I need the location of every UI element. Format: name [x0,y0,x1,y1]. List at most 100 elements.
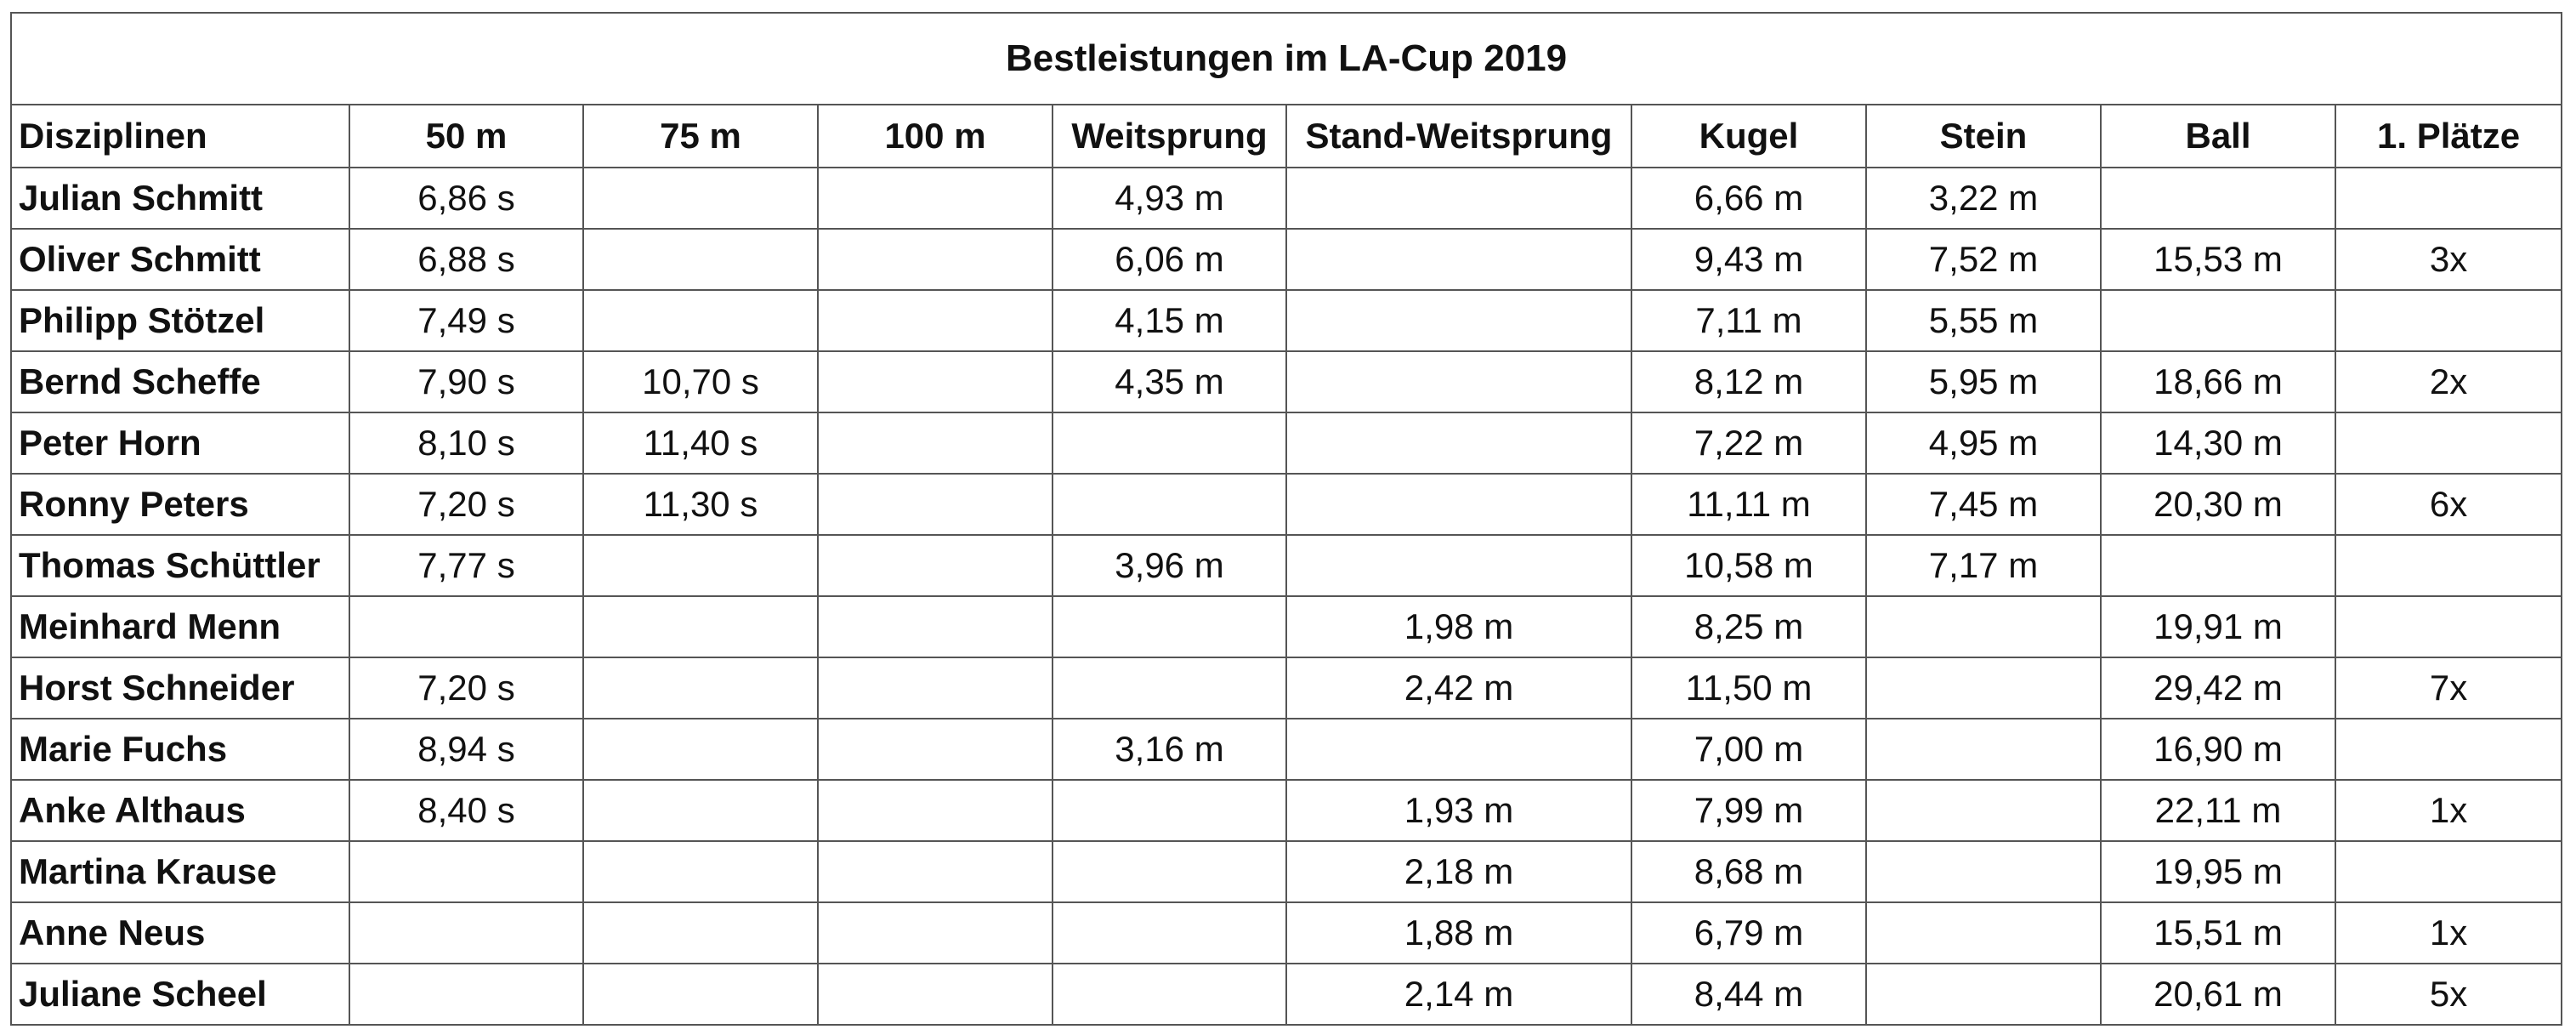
result-cell [817,779,1053,842]
result-cell: 20,61 m [2100,963,2336,1026]
result-cell [582,779,819,842]
result-cell: 7x [2334,657,2563,719]
result-cell: 2x [2334,350,2563,413]
results-sheet: Bestleistungen im LA-Cup 2019 Diszipline… [9,12,2563,1026]
result-cell [1052,840,1287,903]
result-cell: 15,53 m [2100,228,2336,291]
result-cell [817,289,1053,352]
result-cell [1285,350,1632,413]
column-header: 75 m [582,104,819,168]
result-cell [2100,289,2336,352]
result-cell [582,595,819,658]
table-title: Bestleistungen im LA-Cup 2019 [9,12,2563,105]
result-cell: 7,00 m [1631,718,1867,781]
result-cell [817,963,1053,1026]
result-cell [349,963,584,1026]
table-row: Anke Althaus 8,40 s 1,93 m 7,99 m 22,11 m 1x [10,779,2563,842]
result-cell: 18,66 m [2100,350,2336,413]
result-cell [817,473,1053,536]
result-cell [582,228,819,291]
result-cell [1865,901,2102,964]
result-cell: 19,95 m [2100,840,2336,903]
result-cell [817,534,1053,597]
results-table: Bestleistungen im LA-Cup 2019 Diszipline… [9,12,2563,1026]
result-cell [1285,718,1632,781]
athlete-name-cell: Marie Fuchs [10,718,350,781]
table-row: Horst Schneider 7,20 s 2,42 m 11,50 m 29,42 … [10,657,2563,719]
result-cell [817,657,1053,719]
column-header: Ball [2100,104,2336,168]
result-cell: 15,51 m [2100,901,2336,964]
result-cell: 7,52 m [1865,228,2102,291]
result-cell [1865,718,2102,781]
result-cell: 2,18 m [1285,840,1632,903]
athlete-name-cell: Ronny Peters [10,473,350,536]
result-cell: 1x [2334,779,2563,842]
result-cell: 7,90 s [349,350,584,413]
result-cell: 4,15 m [1052,289,1287,352]
result-cell: 7,49 s [349,289,584,352]
result-cell [1285,534,1632,597]
table-row: Peter Horn 8,10 s 11,40 s 7,22 m 4,95 m 14,30… [10,412,2563,475]
result-cell [1052,901,1287,964]
result-cell: 6,06 m [1052,228,1287,291]
result-cell [817,412,1053,475]
result-cell [817,350,1053,413]
result-cell: 8,40 s [349,779,584,842]
athlete-name-cell: Peter Horn [10,412,350,475]
column-header: Stand-Weitsprung [1285,104,1632,168]
result-cell [1052,779,1287,842]
result-cell [1285,412,1632,475]
table-row: Martina Krause 2,18 m 8,68 m 19,95 m [10,840,2563,903]
column-header: Kugel [1631,104,1867,168]
result-cell: 8,25 m [1631,595,1867,658]
result-cell [1052,412,1287,475]
result-cell [817,901,1053,964]
result-cell [817,840,1053,903]
athlete-name-cell: Horst Schneider [10,657,350,719]
column-header: 100 m [817,104,1053,168]
result-cell: 7,11 m [1631,289,1867,352]
result-cell: 20,30 m [2100,473,2336,536]
result-cell: 7,22 m [1631,412,1867,475]
result-cell [1865,779,2102,842]
result-cell: 1x [2334,901,2563,964]
result-cell: 9,43 m [1631,228,1867,291]
result-cell [2334,595,2563,658]
result-cell: 14,30 m [2100,412,2336,475]
result-cell [817,228,1053,291]
athlete-name-cell: Meinhard Menn [10,595,350,658]
result-cell: 11,30 s [582,473,819,536]
result-cell [1052,595,1287,658]
result-cell: 16,90 m [2100,718,2336,781]
table-row: Meinhard Menn 1,98 m 8,25 m 19,91 m [10,595,2563,658]
athlete-name-cell: Juliane Scheel [10,963,350,1026]
column-header: Weitsprung [1052,104,1287,168]
result-cell [582,840,819,903]
result-cell: 7,20 s [349,657,584,719]
table-row: Bernd Scheffe 7,90 s 10,70 s 4,35 m 8,12 m 5,… [10,350,2563,413]
table-row: Ronny Peters 7,20 s 11,30 s 11,11 m 7,45 m 20… [10,473,2563,536]
result-cell: 6,88 s [349,228,584,291]
result-cell [2334,289,2563,352]
result-cell: 8,94 s [349,718,584,781]
result-cell [349,901,584,964]
result-cell: 22,11 m [2100,779,2336,842]
table-body: Julian Schmitt 6,86 s 4,93 m 6,66 m 3,22 m Ol… [10,167,2563,1026]
result-cell: 6,66 m [1631,167,1867,230]
athlete-name-cell: Thomas Schüttler [10,534,350,597]
result-cell [2334,412,2563,475]
result-cell [2100,167,2336,230]
result-cell [2334,534,2563,597]
result-cell [1865,595,2102,658]
result-cell: 6,86 s [349,167,584,230]
result-cell: 11,40 s [582,412,819,475]
result-cell: 8,68 m [1631,840,1867,903]
result-cell: 1,93 m [1285,779,1632,842]
result-cell [582,657,819,719]
result-cell [582,534,819,597]
result-cell [582,167,819,230]
result-cell [1865,840,2102,903]
result-cell: 6x [2334,473,2563,536]
result-cell [582,289,819,352]
